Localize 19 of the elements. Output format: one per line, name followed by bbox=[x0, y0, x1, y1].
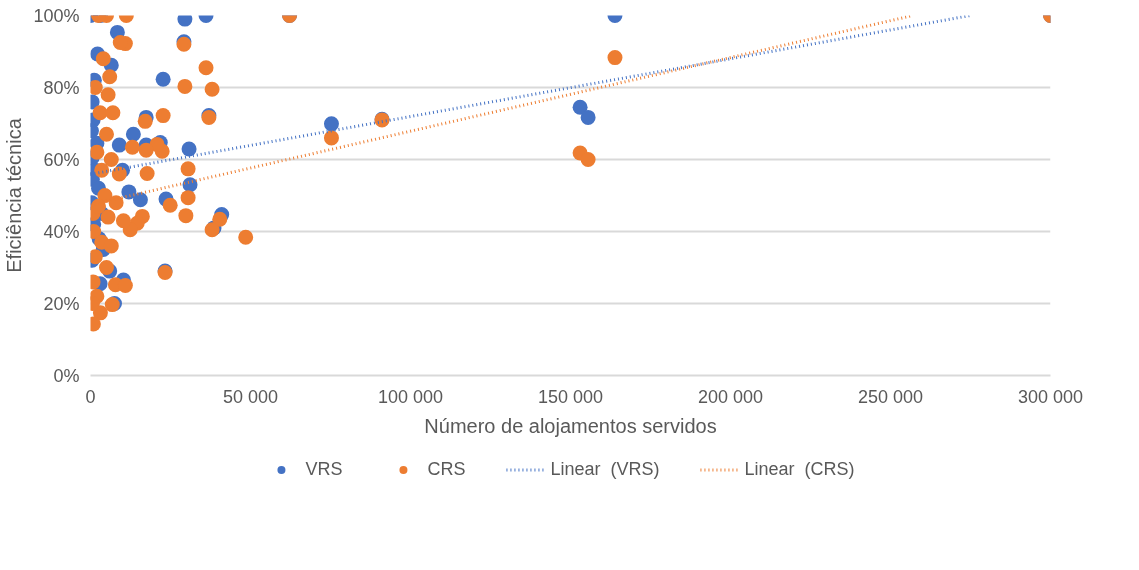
y-tick-label: 60% bbox=[43, 149, 80, 170]
legend-label: Linear (CRS) bbox=[744, 458, 855, 480]
x-tick-label: 300 000 bbox=[1017, 386, 1084, 407]
y-tick-label: 80% bbox=[43, 77, 80, 98]
y-tick-label: 40% bbox=[43, 221, 80, 242]
y-tick-label: 20% bbox=[43, 293, 80, 314]
legend-label: VRS bbox=[305, 458, 343, 480]
x-tick-label: 150 000 bbox=[537, 386, 604, 407]
y-axis-title: Eficiência técnica bbox=[3, 117, 26, 273]
legend-label: Linear (VRS) bbox=[550, 458, 660, 480]
x-tick-label: 100 000 bbox=[377, 386, 444, 407]
y-tick-label: 100% bbox=[33, 5, 80, 26]
y-tick-label: 0% bbox=[53, 365, 80, 386]
legend-label: CRS bbox=[427, 458, 466, 480]
x-tick-label: 50 000 bbox=[222, 386, 279, 407]
x-tick-label: 250 000 bbox=[857, 386, 924, 407]
x-tick-label: 200 000 bbox=[697, 386, 764, 407]
x-tick-label: 0 bbox=[85, 386, 96, 407]
x-axis-title: Número de alojamentos servidos bbox=[424, 414, 717, 437]
